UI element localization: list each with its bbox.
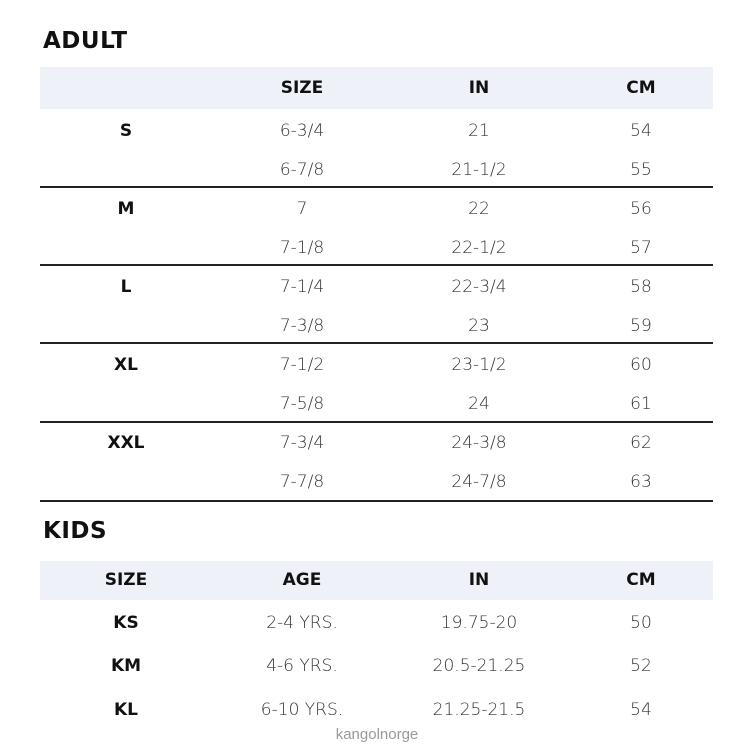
table-cell: 7-7/8	[279, 472, 325, 492]
table-cell: KS	[113, 613, 139, 633]
table-row: KM 4-6 YRS. 20.5-21.25 52	[40, 647, 713, 686]
table-row: XL 7-1/2 23-1/2 60	[40, 346, 713, 385]
table-cell: XL	[114, 355, 138, 375]
table-cell: 22-3/4	[451, 277, 507, 297]
table-cell: 7	[296, 199, 308, 219]
table-cell: 7-5/8	[279, 394, 325, 414]
table-cell	[46, 229, 206, 268]
row-divider	[40, 421, 713, 423]
header-cell: SIZE	[104, 570, 148, 590]
table-cell: 58	[630, 277, 652, 297]
table-row: 7-1/8 22-1/2 57	[40, 229, 713, 268]
table-cell: 7-3/4	[279, 433, 325, 453]
table-cell: 62	[630, 433, 652, 453]
table-cell	[46, 307, 206, 346]
header-cell: IN	[468, 78, 490, 98]
header-cell: CM	[626, 78, 656, 98]
adult-header-band	[40, 67, 713, 109]
table-row: 7-7/8 24-7/8 63	[40, 463, 713, 502]
adult-title: ADULT	[43, 28, 128, 54]
table-cell: 4-6 YRS.	[266, 656, 338, 676]
table-cell: 57	[630, 238, 652, 258]
table-cell: XXL	[107, 433, 145, 453]
table-cell: 7-1/4	[279, 277, 325, 297]
table-cell: 19.75-20	[440, 613, 518, 633]
table-cell: 6-10 YRS.	[260, 700, 344, 720]
table-cell: 24-7/8	[451, 472, 507, 492]
table-row: S 6-3/4 21 54	[40, 112, 713, 151]
table-row: L 7-1/4 22-3/4 58	[40, 268, 713, 307]
table-cell	[46, 151, 206, 190]
table-cell: 50	[630, 613, 652, 633]
table-cell: 52	[630, 656, 652, 676]
table-cell: 20.5-21.25	[432, 656, 526, 676]
table-cell: 23-1/2	[451, 355, 507, 375]
table-row: 7-5/8 24 61	[40, 385, 713, 424]
header-cell: SIZE	[280, 78, 324, 98]
table-cell: 24-3/8	[451, 433, 507, 453]
table-cell: S	[119, 121, 133, 141]
row-divider	[40, 500, 713, 502]
table-row: M 7 22 56	[40, 190, 713, 229]
header-cell: AGE	[282, 570, 322, 590]
table-cell: 22-1/2	[451, 238, 507, 258]
table-cell: 6-7/8	[279, 160, 325, 180]
kids-title: KIDS	[43, 518, 108, 544]
table-cell: 6-3/4	[279, 121, 325, 141]
table-cell: KL	[113, 700, 138, 720]
table-cell: 21-1/2	[451, 160, 507, 180]
row-divider	[40, 264, 713, 266]
table-cell: 24	[468, 394, 490, 414]
table-row: KL 6-10 YRS. 21.25-21.5 54	[40, 691, 713, 730]
kids-header-row: SIZE AGE IN CM	[40, 561, 713, 600]
header-cell: CM	[626, 570, 656, 590]
table-cell: KM	[110, 656, 142, 676]
table-cell	[46, 463, 206, 502]
table-cell: L	[120, 277, 132, 297]
table-cell: 23	[468, 316, 490, 336]
table-cell: 60	[630, 355, 652, 375]
table-cell: 22	[468, 199, 490, 219]
table-cell: 21	[468, 121, 490, 141]
table-cell	[46, 385, 206, 424]
table-cell: 7-1/8	[279, 238, 325, 258]
table-cell: 61	[630, 394, 652, 414]
row-divider	[40, 342, 713, 344]
header-cell: IN	[468, 570, 490, 590]
table-cell: M	[117, 199, 135, 219]
table-cell: 55	[630, 160, 652, 180]
table-cell: 54	[630, 700, 652, 720]
table-cell: 7-1/2	[279, 355, 325, 375]
table-row: XXL 7-3/4 24-3/8 62	[40, 424, 713, 463]
adult-header-row: SIZE IN CM	[40, 69, 713, 108]
table-row: 7-3/8 23 59	[40, 307, 713, 346]
table-row: KS 2-4 YRS. 19.75-20 50	[40, 604, 713, 643]
table-row: 6-7/8 21-1/2 55	[40, 151, 713, 190]
table-cell: 7-3/8	[279, 316, 325, 336]
table-cell: 2-4 YRS.	[266, 613, 338, 633]
table-cell: 63	[630, 472, 652, 492]
table-cell: 21.25-21.5	[432, 700, 526, 720]
header-cell	[46, 69, 206, 108]
kids-header-band	[40, 561, 713, 600]
row-divider	[40, 186, 713, 188]
table-cell: 54	[630, 121, 652, 141]
watermark: kangolnorge	[335, 726, 419, 743]
table-cell: 56	[630, 199, 652, 219]
table-cell: 59	[630, 316, 652, 336]
